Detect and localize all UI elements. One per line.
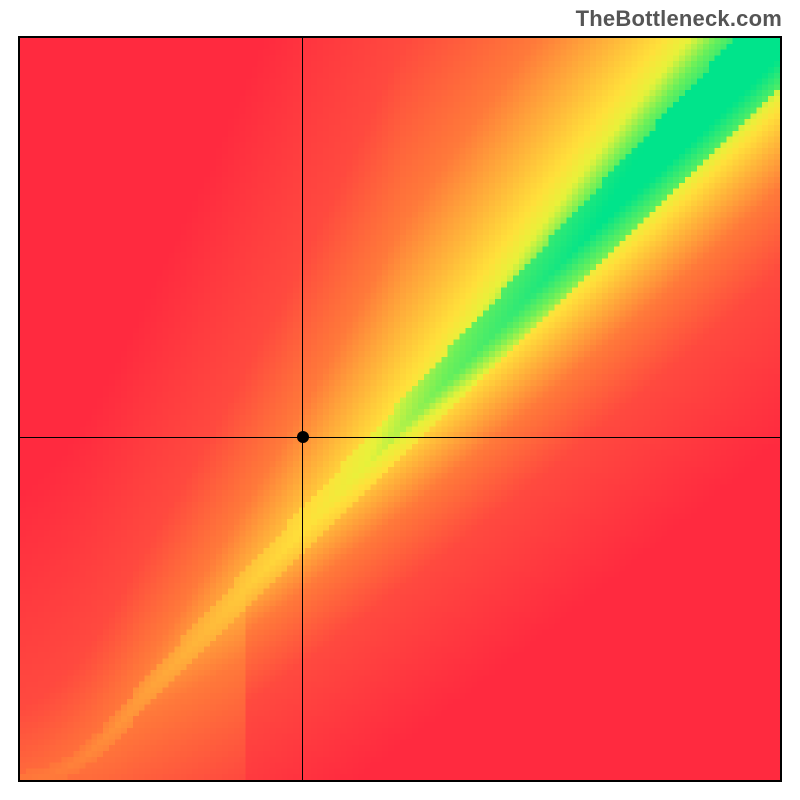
watermark-text: TheBottleneck.com bbox=[576, 6, 782, 32]
heatmap-canvas bbox=[20, 38, 780, 780]
heatmap-plot bbox=[18, 36, 782, 782]
